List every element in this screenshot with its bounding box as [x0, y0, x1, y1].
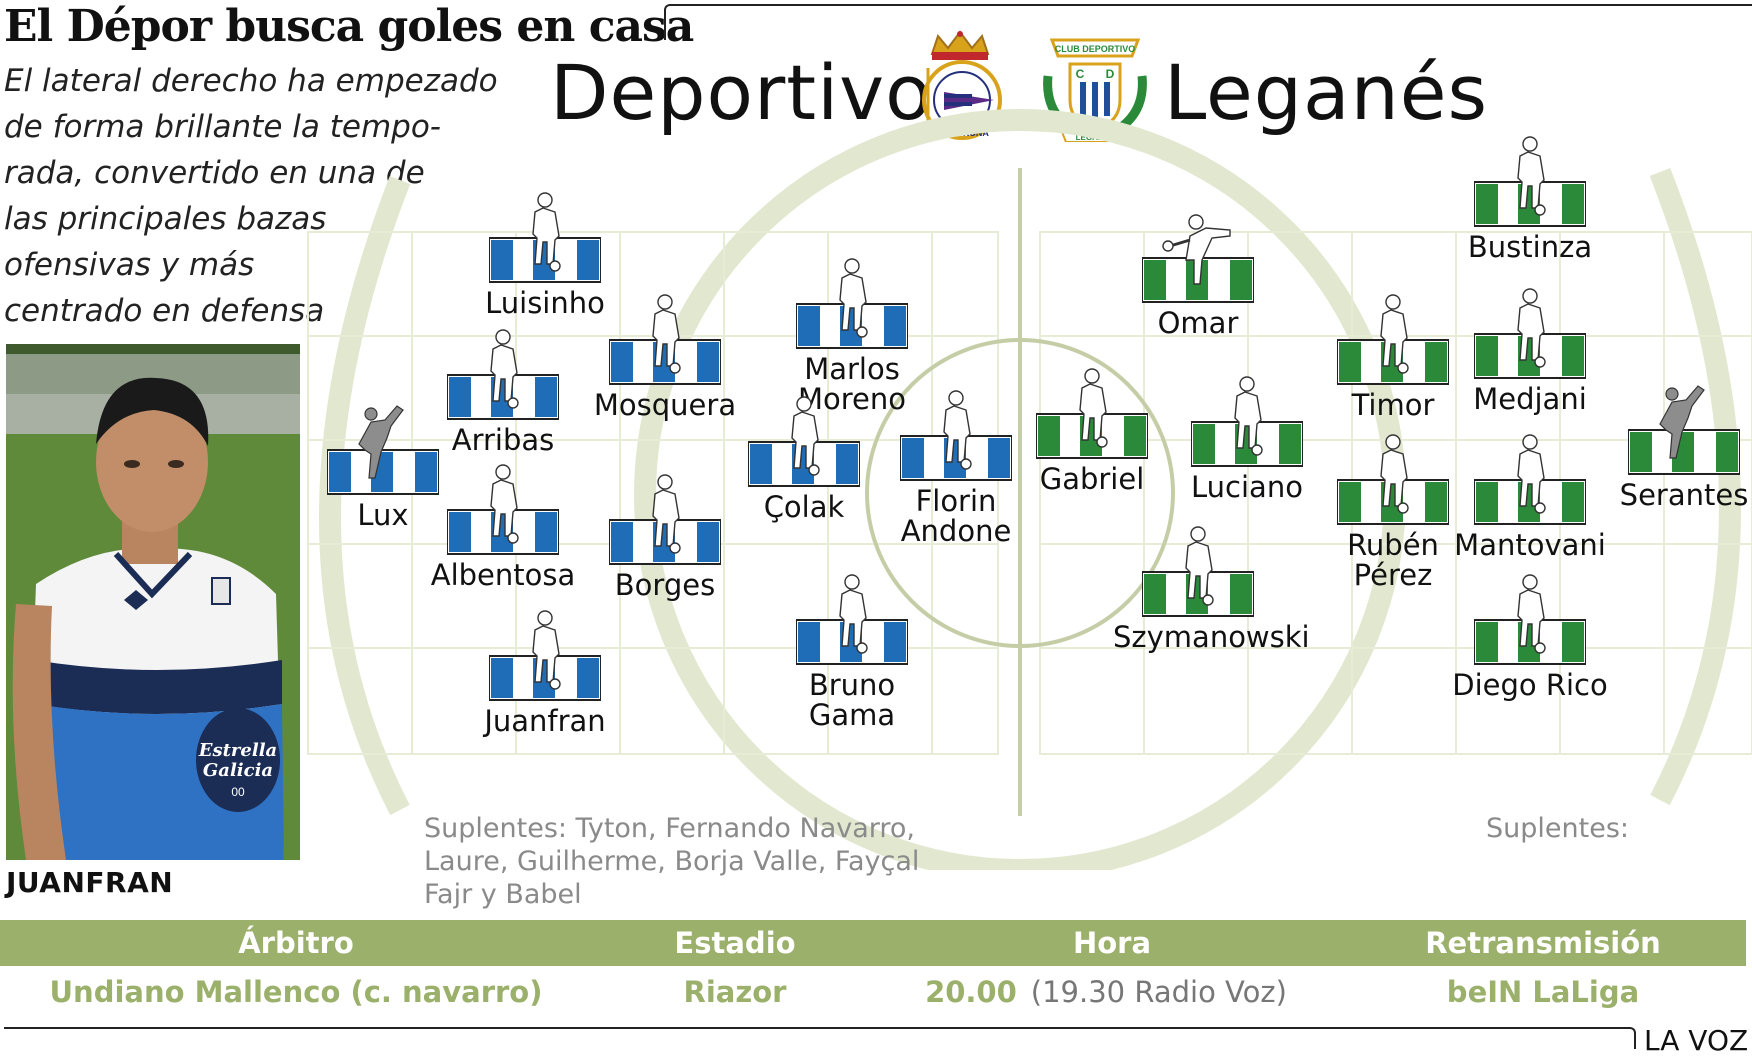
away-player: Bustinza [1445, 126, 1615, 262]
home-player: Bruno Gama [767, 564, 937, 730]
home-player: Luisinho [460, 182, 630, 318]
away-player: Timor [1308, 284, 1478, 420]
away-player-name: Gabriel [1039, 462, 1145, 496]
player-figure-icon [1474, 434, 1586, 525]
away-player: Serantes [1599, 374, 1752, 510]
referee-value: Undiano Mallenco (c. navarro) [49, 975, 543, 1009]
subheadline: El lateral derecho ha empezado de forma … [4, 63, 498, 329]
away-player: Diego Rico [1445, 564, 1615, 700]
headline: El Dépor busca goles en casa [4, 1, 694, 52]
home-player: Albentosa [418, 454, 588, 590]
away-player-name: Mantovani [1454, 528, 1606, 562]
away-player: Rubén Pérez [1308, 424, 1478, 590]
home-player-name: Lux [357, 498, 409, 532]
svg-text:CLUB DEPORTIVO: CLUB DEPORTIVO [1055, 44, 1136, 54]
match-info-band: Árbitro Estadio Hora Retransmisión [0, 920, 1746, 966]
player-figure-icon [609, 474, 721, 565]
photo-caption: JUANFRAN [6, 866, 174, 899]
footer-rule-hook [1626, 1027, 1636, 1049]
footer-rule [4, 1027, 1630, 1029]
away-player: Luciano [1162, 366, 1332, 502]
radio-time: (19.30 Radio Voz) [1030, 975, 1287, 1009]
away-player: Szymanowski [1113, 516, 1310, 654]
player-figure-icon [1142, 214, 1254, 303]
player-figure-icon [796, 574, 908, 665]
home-player: Lux [298, 394, 468, 530]
away-player-name: Rubén Pérez [1347, 528, 1439, 592]
away-substitutes: Suplentes: [1486, 813, 1629, 844]
player-figure-icon [327, 405, 439, 495]
away-player-name: Medjani [1473, 382, 1587, 416]
home-player: Borges [580, 464, 750, 600]
home-player-name: Luisinho [485, 286, 605, 320]
player-figure-icon [447, 464, 559, 555]
player-figure-icon [748, 396, 860, 487]
credit: LA VOZ [1644, 1024, 1749, 1057]
player-figure-icon [1191, 376, 1303, 467]
home-player-name: Mosquera [593, 388, 737, 422]
broadcast-label: Retransmisión [1425, 926, 1661, 960]
away-player: Mantovani [1445, 424, 1615, 560]
home-player: Marlos Moreno [767, 248, 937, 414]
shirt-sponsor-1: Estrella [198, 740, 277, 761]
player-figure-icon [1474, 574, 1586, 665]
player-figure-icon [1142, 526, 1254, 617]
stadium-value: Riazor [683, 975, 787, 1009]
player-figure-icon [489, 610, 601, 701]
away-player: Medjani [1445, 278, 1615, 414]
player-figure-icon [796, 258, 908, 349]
away-player-name: Szymanowski [1113, 620, 1310, 654]
kickoff-time: 20.00 [925, 975, 1017, 1009]
player-figure-icon [1628, 385, 1740, 475]
home-player-name: Marlos Moreno [797, 352, 906, 416]
away-player-name: Diego Rico [1452, 668, 1608, 702]
away-player-name: Omar [1157, 306, 1239, 340]
player-figure-icon [1474, 288, 1586, 379]
player-figure-icon [447, 329, 559, 420]
player-figure-icon [1337, 434, 1449, 525]
away-player-name: Luciano [1191, 470, 1303, 504]
away-player-name: Timor [1351, 388, 1435, 422]
home-player-name: Bruno Gama [808, 668, 896, 732]
centre-circle [865, 338, 1175, 648]
referee-label: Árbitro [238, 926, 354, 960]
player-photo: Estrella Galicia 00 [6, 344, 300, 860]
home-player-name: Çolak [763, 490, 845, 524]
home-substitutes: Suplentes: Tyton, Fernando Navarro, Laur… [424, 813, 920, 910]
left-arc [319, 176, 411, 816]
away-team-name: Leganés [1164, 48, 1489, 137]
home-player-name: Arribas [451, 423, 555, 457]
home-player: Mosquera [580, 284, 750, 420]
shirt-number: 00 [231, 785, 245, 799]
home-player-name: Juanfran [484, 704, 606, 738]
svg-text:C: C [1076, 67, 1085, 81]
stadium-label: Estadio [674, 926, 796, 960]
away-player: Gabriel [1007, 358, 1177, 494]
home-player: Florin Andone [871, 380, 1041, 546]
home-player: Arribas [418, 319, 588, 455]
svg-text:D: D [1106, 67, 1115, 81]
time-value: 20.00 (19.30 Radio Voz) [925, 972, 1287, 1012]
player-figure-icon [1337, 294, 1449, 385]
time-label: Hora [1072, 926, 1152, 960]
home-team-name: Deportivo [550, 48, 933, 137]
away-player: Omar [1113, 202, 1283, 338]
player-figure-icon [609, 294, 721, 385]
home-player: Çolak [719, 386, 889, 522]
away-player-name: Bustinza [1467, 230, 1593, 264]
away-player-name: Serantes [1619, 478, 1749, 512]
shirt-sponsor-2: Galicia [203, 760, 273, 781]
broadcast-value: beIN LaLiga [1446, 975, 1640, 1009]
home-player: Juanfran [460, 600, 630, 736]
right-arc [1649, 167, 1741, 806]
home-player-name: Borges [614, 568, 716, 602]
home-player-name: Albentosa [430, 558, 576, 592]
header-rule [664, 4, 1752, 40]
player-figure-icon [489, 192, 601, 283]
player-figure-icon [1036, 368, 1148, 459]
home-player-name: Florin Andone [900, 484, 1012, 548]
player-figure-icon [900, 390, 1012, 481]
player-figure-icon [1474, 136, 1586, 227]
